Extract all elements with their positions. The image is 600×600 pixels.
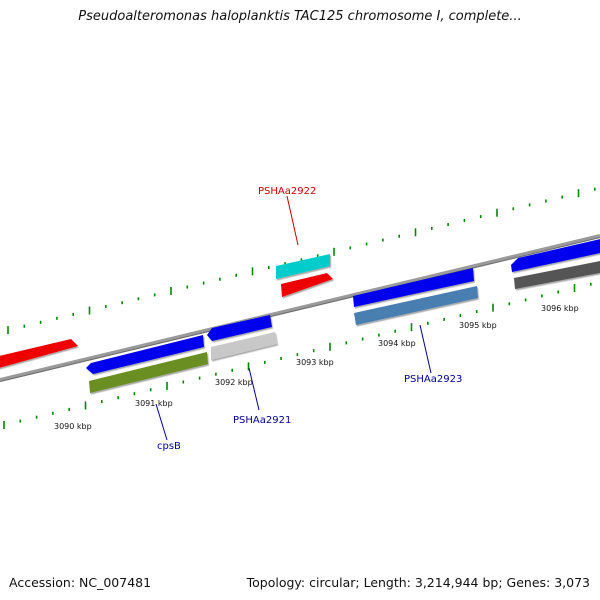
gene-label-pshaa2923[interactable]: PSHAa2923 xyxy=(404,374,462,385)
gene-gray-right[interactable] xyxy=(514,260,600,289)
genome-summary-text: Topology: circular; Length: 3,214,944 bp… xyxy=(246,575,590,590)
chromosome-backbone-shade xyxy=(0,237,600,382)
scale-label-3090: 3090 kbp xyxy=(54,422,92,431)
chromosome-backbone xyxy=(0,234,600,382)
pshaa2921-connector xyxy=(248,367,260,411)
scale-label-3096: 3096 kbp xyxy=(541,304,579,313)
inner-tick-ring xyxy=(3,282,592,429)
gene-blue-right[interactable] xyxy=(511,238,600,272)
scale-label-3095: 3095 kbp xyxy=(459,321,497,330)
gene-blue-mid[interactable] xyxy=(353,268,474,307)
gene-blue-short[interactable] xyxy=(207,315,272,341)
gene-blue-cpsb-upper[interactable] xyxy=(86,335,204,374)
map-title: Pseudoalteromonas haloplanktis TAC125 ch… xyxy=(78,9,522,24)
scale-label-3094: 3094 kbp xyxy=(378,339,416,348)
gene-pshaa2923-steelblue[interactable] xyxy=(354,286,478,325)
gene-pshaa2922-cyan[interactable] xyxy=(276,254,330,279)
outer-tick-ring xyxy=(7,187,596,335)
gene-label-pshaa2922[interactable]: PSHAa2922 xyxy=(258,186,316,197)
gene-label-pshaa2921[interactable]: PSHAa2921 xyxy=(233,415,291,426)
pshaa2922-connector xyxy=(286,195,299,246)
scale-label-3092: 3092 kbp xyxy=(215,378,253,387)
gene-pshaa2921-gray[interactable] xyxy=(211,332,277,360)
gene-cpsb-green[interactable] xyxy=(89,352,208,393)
gene-red-left[interactable] xyxy=(0,339,78,369)
gene-red-upper[interactable] xyxy=(281,273,333,297)
scale-label-3091: 3091 kbp xyxy=(135,399,173,408)
scale-label-3093: 3093 kbp xyxy=(296,358,334,367)
cpsb-connector xyxy=(155,403,168,441)
gene-label-cpsb[interactable]: cpsB xyxy=(157,441,181,452)
accession-text: Accession: NC_007481 xyxy=(9,575,152,590)
pshaa2923-connector xyxy=(419,324,432,374)
